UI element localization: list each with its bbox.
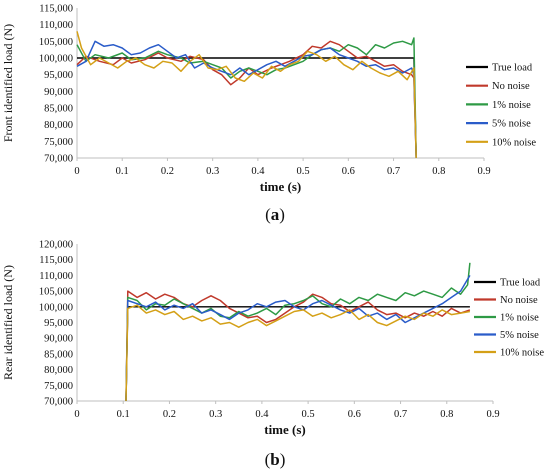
legend-label: No noise xyxy=(500,295,538,306)
y-tick-label: 70,000 xyxy=(44,397,73,408)
caption-letter-a: a xyxy=(270,205,280,224)
y-tick-label: 105,000 xyxy=(39,37,73,48)
y-tick-label: 115,000 xyxy=(39,255,73,266)
legend-label: True load xyxy=(500,278,541,289)
x-tick-label: 0.2 xyxy=(163,409,176,420)
y-tick-label: 75,000 xyxy=(44,381,73,392)
y-tick-label: 120,000 xyxy=(39,240,73,251)
y-tick-label: 85,000 xyxy=(44,104,73,115)
legend-label: 1% noise xyxy=(500,313,539,324)
series-line-1-noise xyxy=(76,37,417,159)
x-tick-label: 0 xyxy=(74,409,79,420)
series-line-5-noise xyxy=(76,40,417,159)
series-line-5-noise xyxy=(125,275,471,402)
y-axis-title: Rear identified load (N) xyxy=(1,265,15,380)
y-tick-label: 80,000 xyxy=(44,120,73,131)
x-tick-label: 0.3 xyxy=(209,409,222,420)
legend-label: 5% noise xyxy=(492,119,531,130)
x-axis-title: time (s) xyxy=(264,422,306,437)
x-tick-label: 0.3 xyxy=(206,166,219,177)
x-tick-label: 0.7 xyxy=(387,166,400,177)
x-tick-label: 0 xyxy=(74,166,79,177)
x-tick-label: 0.6 xyxy=(342,166,355,177)
legend-label: 1% noise xyxy=(492,100,531,111)
x-tick-label: 0.1 xyxy=(117,409,130,420)
y-tick-label: 75,000 xyxy=(44,137,73,148)
y-tick-label: 105,000 xyxy=(39,287,73,298)
series-line-true-load xyxy=(125,306,470,402)
y-tick-label: 90,000 xyxy=(44,334,73,345)
y-axis-title: Front identified load (N) xyxy=(1,24,15,142)
x-tick-label: 0.4 xyxy=(251,166,265,177)
x-axis-title: time (s) xyxy=(260,179,302,194)
rear-load-chart: 70,000 75,000 80,000 85,000 90,000 95,000 100,… xyxy=(1,240,544,438)
y-tick-label: 70,000 xyxy=(44,154,73,165)
x-tick-label: 0.7 xyxy=(394,409,407,420)
x-tick-label: 0.9 xyxy=(486,409,499,420)
y-tick-label: 110,000 xyxy=(39,271,73,282)
legend-label: 10% noise xyxy=(500,348,544,359)
series-line-10-noise xyxy=(125,304,471,402)
legend-label: No noise xyxy=(492,81,530,92)
series-line-no-noise xyxy=(76,40,417,159)
legend-label: 10% noise xyxy=(492,137,536,148)
legend-label: 5% noise xyxy=(500,330,539,341)
x-tick-label: 0.5 xyxy=(302,409,315,420)
series-line-10-noise xyxy=(76,31,417,159)
y-tick-label: 100,000 xyxy=(39,302,73,313)
panel-caption-a: (a) xyxy=(265,205,285,224)
y-tick-label: 95,000 xyxy=(44,70,73,81)
legend-label: True load xyxy=(492,63,533,74)
x-tick-label: 0.2 xyxy=(161,166,174,177)
y-tick-label: 100,000 xyxy=(39,54,73,65)
y-tick-label: 90,000 xyxy=(44,87,73,98)
panel-caption-b: (b) xyxy=(264,450,286,469)
y-tick-label: 80,000 xyxy=(44,365,73,376)
x-tick-label: 0.5 xyxy=(297,166,310,177)
x-tick-label: 0.8 xyxy=(432,166,445,177)
x-tick-label: 0.4 xyxy=(255,409,269,420)
caption-letter-b: b xyxy=(270,450,280,469)
y-tick-label: 95,000 xyxy=(44,318,73,329)
y-tick-label: 85,000 xyxy=(44,349,73,360)
series-line-1-noise xyxy=(125,262,471,402)
y-tick-label: 115,000 xyxy=(39,4,73,15)
x-tick-label: 0.8 xyxy=(440,409,453,420)
x-tick-label: 0.9 xyxy=(477,166,490,177)
x-tick-label: 0.1 xyxy=(116,166,129,177)
chart-panel-b: 70,000 75,000 80,000 85,000 90,000 95,000 100,… xyxy=(0,236,550,448)
x-tick-label: 0.6 xyxy=(348,409,361,420)
y-tick-label: 110,000 xyxy=(39,20,73,31)
chart-panel-a: 70,000 75,000 80,000 85,000 90,000 95,000 100,… xyxy=(0,0,550,205)
front-load-chart: 70,000 75,000 80,000 85,000 90,000 95,000 100,… xyxy=(1,4,536,195)
